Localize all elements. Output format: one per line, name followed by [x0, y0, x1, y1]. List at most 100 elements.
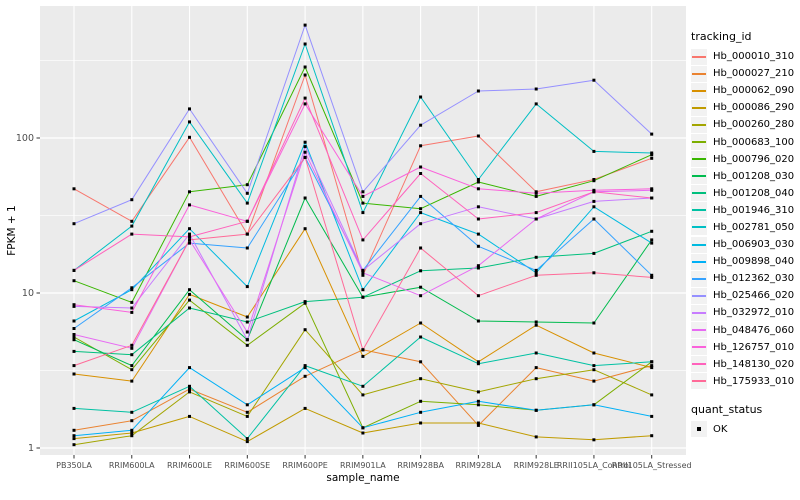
- legend-key-line-icon: [691, 185, 707, 202]
- data-point: [361, 354, 365, 358]
- series-color-swatch: [692, 123, 706, 126]
- series-color-swatch: [692, 260, 706, 263]
- data-point: [303, 300, 307, 304]
- legend-key-line-icon: [691, 253, 707, 270]
- data-point: [419, 294, 423, 298]
- data-point: [130, 379, 134, 383]
- data-point: [650, 151, 654, 155]
- data-point: [650, 273, 654, 277]
- data-point: [476, 423, 480, 427]
- data-point: [188, 190, 191, 194]
- data-point: [130, 300, 134, 304]
- legend-item: Hb_006903_030: [691, 236, 799, 253]
- data-point: [361, 431, 365, 435]
- data-point: [650, 434, 654, 438]
- series-color-swatch: [692, 243, 706, 246]
- data-point: [650, 196, 654, 200]
- black-square-point-icon: [697, 427, 701, 432]
- data-point: [534, 217, 538, 221]
- legend-item: Hb_000062_090: [691, 82, 799, 99]
- data-point: [650, 364, 654, 368]
- data-point: [303, 42, 307, 46]
- data-point: [188, 306, 191, 310]
- data-point: [130, 232, 134, 236]
- legend-item: Hb_048476_060: [691, 322, 799, 339]
- data-point: [592, 217, 596, 221]
- legend-item: Hb_000260_280: [691, 116, 799, 133]
- data-point: [188, 203, 191, 207]
- series-color-swatch: [692, 329, 706, 332]
- data-point: [188, 390, 191, 394]
- legend-title-quant-status: quant_status: [691, 402, 763, 416]
- legend-item: Hb_000027_210: [691, 65, 799, 82]
- data-point: [592, 351, 596, 355]
- data-point: [592, 78, 596, 82]
- legend-item-label: Hb_000683_100: [713, 136, 795, 148]
- legend-key-line-icon: [691, 322, 707, 339]
- data-point: [419, 285, 423, 289]
- data-point: [188, 298, 191, 302]
- data-point: [419, 144, 423, 148]
- data-point: [361, 268, 365, 272]
- data-point: [361, 426, 365, 430]
- data-point: [303, 65, 307, 69]
- data-point: [650, 187, 654, 191]
- data-point: [188, 241, 191, 245]
- legend-item: Hb_002781_050: [691, 219, 799, 236]
- data-point: [476, 403, 480, 407]
- x-tick-label: RRIM600LE: [167, 461, 212, 470]
- data-point: [303, 406, 307, 410]
- data-point: [245, 246, 249, 250]
- data-point: [650, 366, 654, 370]
- data-point: [419, 335, 423, 339]
- data-point: [534, 320, 538, 324]
- data-point: [476, 266, 480, 270]
- data-point: [72, 434, 76, 438]
- legend-key-line-icon: [691, 356, 707, 373]
- legend-item-label: Hb_002781_050: [713, 221, 795, 233]
- data-point: [650, 229, 654, 233]
- data-point: [476, 264, 480, 268]
- data-point: [476, 360, 480, 364]
- data-point: [303, 140, 307, 144]
- legend-key-line-icon: [691, 236, 707, 253]
- data-point: [72, 406, 76, 410]
- data-point: [303, 23, 307, 27]
- data-point: [361, 211, 365, 215]
- data-point: [650, 132, 654, 136]
- legend-item-label: Hb_048476_060: [713, 324, 795, 336]
- legend-item-label: Hb_001208_030: [713, 170, 795, 182]
- legend-item-label: Hb_001946_310: [713, 204, 795, 216]
- data-point: [130, 198, 134, 202]
- data-point: [245, 320, 249, 324]
- data-point: [650, 393, 654, 397]
- data-point: [361, 288, 365, 292]
- data-point: [592, 179, 596, 183]
- legend-key-line-icon: [691, 202, 707, 219]
- data-point: [303, 328, 307, 332]
- data-point: [476, 399, 480, 403]
- legend-item: Hb_012362_030: [691, 270, 799, 287]
- legend-item: Hb_000010_310: [691, 48, 799, 65]
- data-point: [303, 374, 307, 378]
- data-point: [476, 244, 480, 248]
- data-point: [245, 232, 249, 236]
- data-point: [476, 217, 480, 221]
- data-point: [592, 271, 596, 275]
- data-point: [188, 292, 191, 296]
- data-point: [245, 338, 249, 342]
- legend-item-label: Hb_001208_040: [713, 187, 795, 199]
- data-point: [188, 387, 191, 391]
- legend-key-point-icon: [691, 421, 707, 438]
- data-point: [419, 399, 423, 403]
- data-point: [130, 368, 134, 372]
- data-point: [130, 428, 134, 432]
- legend-item-label: Hb_000010_310: [713, 51, 795, 63]
- x-tick-label: PB350LA: [56, 461, 92, 470]
- data-point: [72, 372, 76, 376]
- data-point: [534, 435, 538, 439]
- data-point: [72, 333, 76, 336]
- data-point: [245, 315, 249, 319]
- data-point: [130, 431, 134, 435]
